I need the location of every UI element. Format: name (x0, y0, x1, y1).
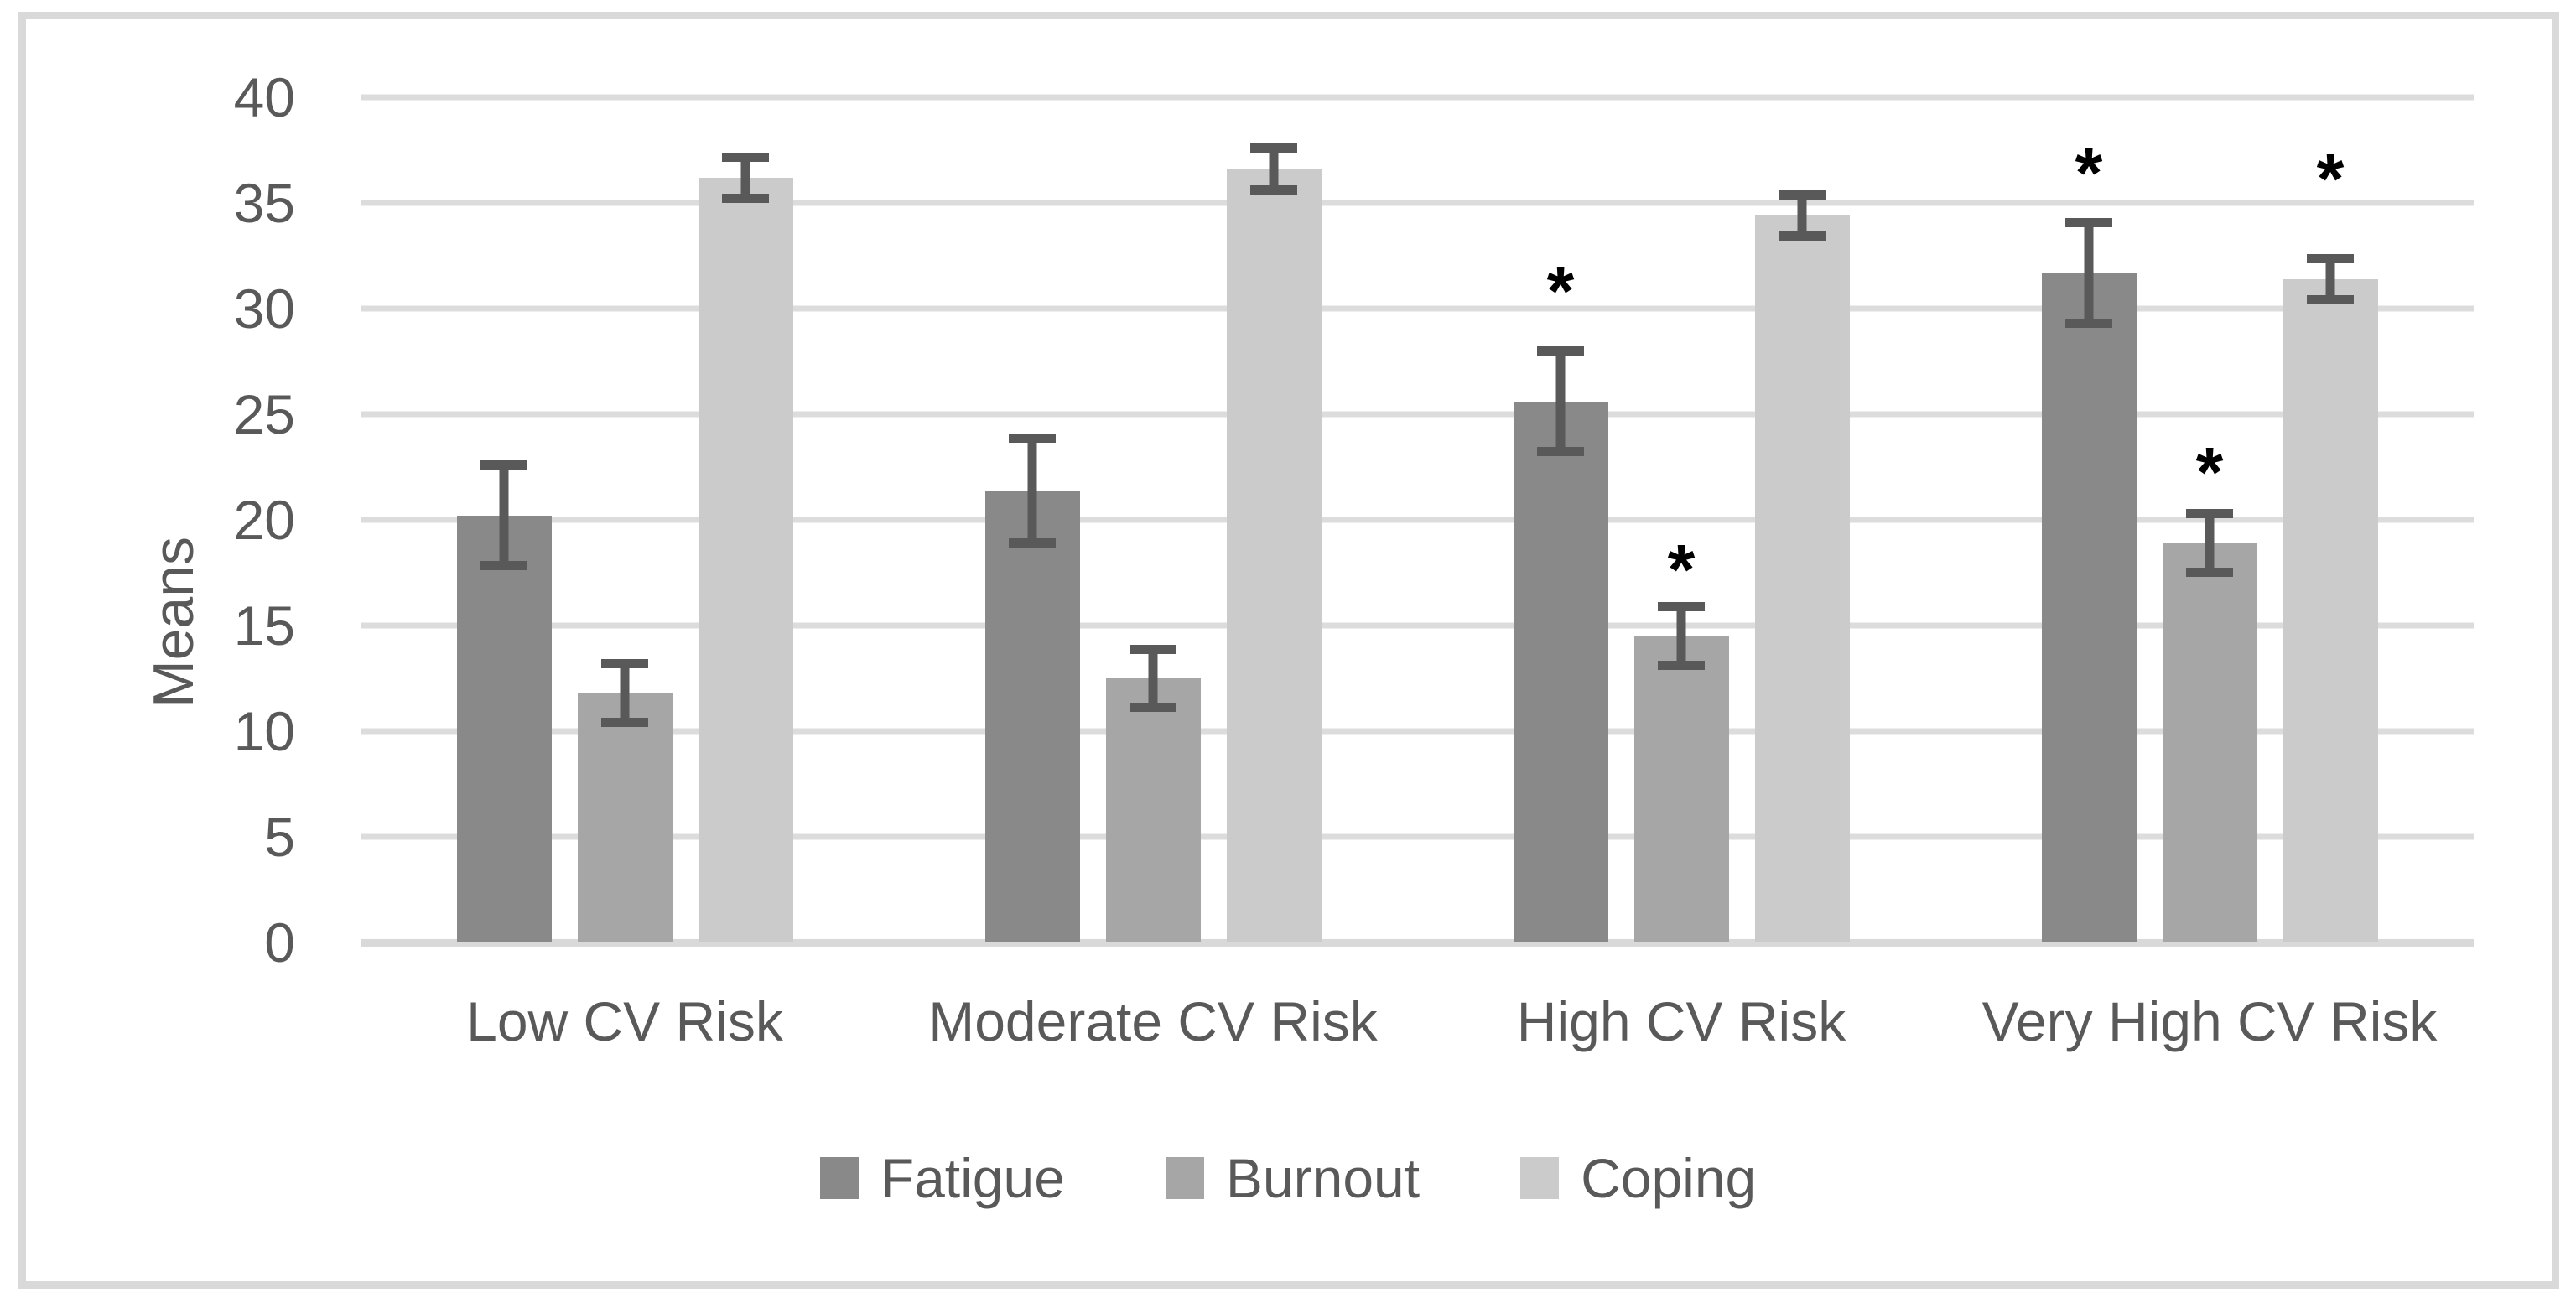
error-bar-stem (1027, 433, 1037, 548)
y-tick-label-30: 30 (233, 278, 295, 340)
bar-column-burnout-moderate-cv-risk (1105, 97, 1201, 942)
legend-label-burnout: Burnout (1225, 1147, 1420, 1209)
error-bar-stem (2325, 253, 2335, 304)
legend: Fatigue Burnout Coping (0, 1150, 2576, 1206)
y-tick-label-10: 10 (233, 700, 295, 762)
y-tick-label-5: 5 (264, 806, 295, 868)
x-category-label-very-high-cv-risk: Very High CV Risk (1981, 990, 2438, 1052)
bar-burnout-very-high-cv-risk (2162, 543, 2257, 942)
x-category-label-moderate-cv-risk: Moderate CV Risk (928, 990, 1378, 1052)
error-bar-burnout-high-cv-risk (1658, 602, 1705, 670)
bar-coping-high-cv-risk (1754, 215, 1850, 942)
x-axis-category-labels: Low CV Risk Moderate CV Risk High CV Risk V… (361, 994, 2474, 1049)
bar-column-burnout-high-cv-risk: * (1633, 97, 1729, 942)
bar-column-coping-high-cv-risk (1754, 97, 1850, 942)
error-bar-fatigue-very-high-cv-risk (2065, 217, 2112, 328)
x-axis-line (361, 938, 2474, 947)
bar-column-coping-moderate-cv-risk (1226, 97, 1322, 942)
error-bar-stem (1676, 602, 1686, 670)
error-bar-stem (1269, 143, 1279, 195)
bar-burnout-high-cv-risk (1633, 636, 1729, 942)
gridline-y-35 (361, 200, 2474, 206)
bar-column-fatigue-high-cv-risk: * (1513, 97, 1608, 942)
gridline-y-30 (361, 305, 2474, 312)
bar-coping-low-cv-risk (698, 177, 793, 942)
error-bar-coping-moderate-cv-risk (1250, 143, 1297, 195)
gridline-y-25 (361, 411, 2474, 418)
error-bar-stem (499, 460, 509, 571)
error-bar-stem (1148, 644, 1158, 713)
bar-burnout-moderate-cv-risk (1105, 678, 1201, 942)
bar-column-burnout-low-cv-risk (577, 97, 673, 942)
y-tick-label-15: 15 (233, 594, 295, 657)
error-bar-stem (2205, 509, 2215, 578)
error-bar-stem (1555, 346, 1566, 457)
legend-swatch-burnout (1165, 1157, 1204, 1199)
plot-area: * * * * * (361, 94, 2474, 947)
error-bar-stem (620, 659, 630, 727)
bar-fatigue-high-cv-risk (1513, 401, 1608, 942)
legend-item-coping: Coping (1520, 1150, 1756, 1206)
y-tick-label-25: 25 (233, 383, 295, 445)
bar-column-coping-very-high-cv-risk: * (2283, 97, 2378, 942)
bar-group-high-cv-risk: * * (1417, 97, 1945, 942)
bar-column-burnout-very-high-cv-risk: * (2162, 97, 2257, 942)
bar-group-moderate-cv-risk (889, 97, 1417, 942)
error-bar-coping-very-high-cv-risk (2307, 253, 2354, 305)
bar-column-fatigue-very-high-cv-risk: * (2041, 97, 2137, 942)
error-bar-stem (2084, 217, 2094, 328)
error-bar-fatigue-high-cv-risk (1537, 346, 1584, 457)
bar-column-coping-low-cv-risk (698, 97, 793, 942)
bar-coping-very-high-cv-risk (2283, 278, 2378, 942)
x-category-label-low-cv-risk: Low CV Risk (466, 990, 783, 1052)
bar-fatigue-moderate-cv-risk (984, 490, 1080, 942)
error-bar-stem (1797, 190, 1807, 241)
bar-burnout-low-cv-risk (577, 693, 673, 942)
bar-fatigue-very-high-cv-risk (2041, 273, 2137, 942)
x-category-label-high-cv-risk: High CV Risk (1516, 990, 1846, 1052)
gridline-y-5 (361, 833, 2474, 840)
bar-column-fatigue-low-cv-risk (456, 97, 552, 942)
gridline-y-20 (361, 517, 2474, 523)
error-bar-burnout-very-high-cv-risk (2186, 509, 2233, 578)
error-bar-coping-low-cv-risk (722, 152, 769, 204)
bar-group-very-high-cv-risk: * * * (1945, 97, 2474, 942)
bar-groups: * * * * * (361, 97, 2474, 942)
legend-swatch-fatigue (819, 1157, 859, 1199)
legend-swatch-coping (1520, 1157, 1560, 1199)
legend-label-coping: Coping (1581, 1147, 1757, 1209)
error-bar-fatigue-moderate-cv-risk (1009, 433, 1056, 548)
error-bar-burnout-moderate-cv-risk (1130, 644, 1176, 713)
bar-column-fatigue-moderate-cv-risk (984, 97, 1080, 942)
gridline-y-15 (361, 622, 2474, 629)
bar-coping-moderate-cv-risk (1226, 169, 1322, 942)
error-bar-fatigue-low-cv-risk (480, 460, 527, 571)
bar-fatigue-low-cv-risk (456, 515, 552, 942)
y-axis-tick-labels: 0 5 10 15 20 25 30 35 40 (0, 70, 295, 970)
gridline-y-40 (361, 94, 2474, 101)
legend-item-burnout: Burnout (1165, 1147, 1420, 1209)
y-tick-label-20: 20 (233, 489, 295, 551)
error-bar-burnout-low-cv-risk (601, 659, 648, 727)
legend-label-fatigue: Fatigue (880, 1147, 1065, 1209)
chart-border-frame (18, 12, 2559, 1289)
error-bar-stem (740, 152, 750, 203)
bar-group-low-cv-risk (361, 97, 889, 942)
error-bar-coping-high-cv-risk (1779, 190, 1826, 241)
legend-item-fatigue: Fatigue (819, 1147, 1065, 1209)
y-tick-label-35: 35 (233, 172, 295, 234)
y-tick-label-0: 0 (264, 911, 295, 974)
y-tick-label-40: 40 (233, 66, 295, 128)
gridline-y-10 (361, 728, 2474, 735)
